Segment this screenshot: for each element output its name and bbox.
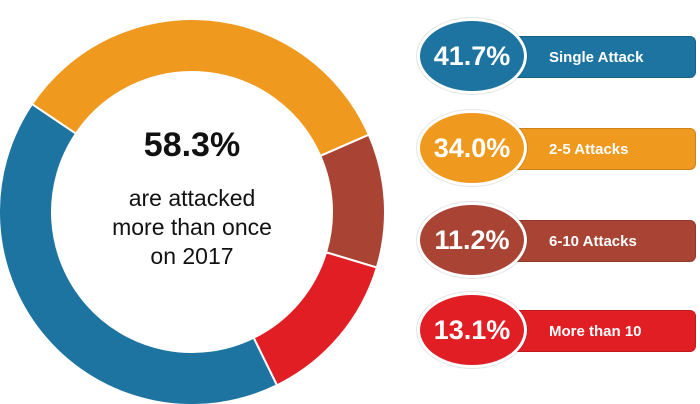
legend-item-more-than-10: More than 10 13.1% — [412, 290, 700, 370]
legend-label: 6-10 Attacks — [496, 220, 696, 262]
legend-item-6-10-attacks: 6-10 Attacks 11.2% — [412, 200, 700, 280]
center-caption-line: more than once — [112, 214, 272, 240]
center-caption-line: are attacked — [128, 185, 256, 211]
center-caption: are attacked more than once on 2017 — [52, 184, 332, 271]
center-caption-line: on 2017 — [150, 243, 234, 269]
donut-slice-2-5-attacks — [30, 18, 371, 158]
legend-value: 11.2% — [417, 202, 527, 278]
donut-chart — [0, 18, 386, 404]
donut-slice-single-attack — [0, 102, 279, 404]
center-value: 58.3% — [143, 126, 241, 164]
legend-label: Single Attack — [496, 36, 696, 78]
legend-value: 13.1% — [417, 292, 527, 368]
legend: Single Attack 41.7% 2-5 Attacks 34.0% 6-… — [412, 0, 700, 404]
donut-slice-more-than-10 — [252, 251, 379, 387]
legend-value: 34.0% — [417, 110, 527, 186]
legend-item-single-attack: Single Attack 41.7% — [412, 16, 700, 96]
legend-value: 41.7% — [417, 18, 527, 94]
legend-label: More than 10 — [496, 310, 696, 352]
legend-item-2-5-attacks: 2-5 Attacks 34.0% — [412, 108, 700, 188]
legend-label: 2-5 Attacks — [496, 128, 696, 170]
